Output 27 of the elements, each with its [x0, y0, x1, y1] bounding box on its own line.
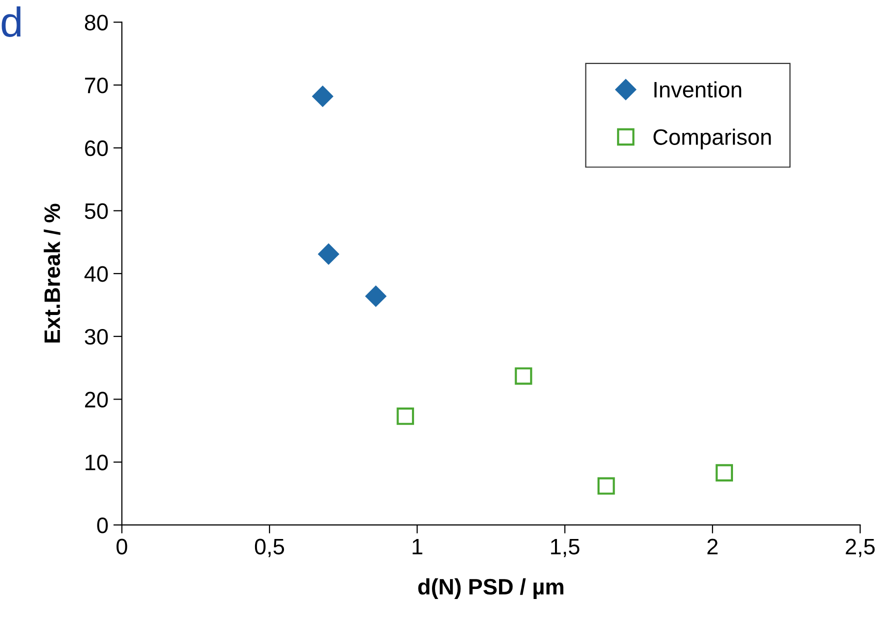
y-tick-label: 20 — [85, 392, 108, 408]
y-tick-label: 80 — [84, 14, 108, 30]
x-axis-title: d(N) PSD / µm — [418, 578, 564, 600]
point — [396, 408, 414, 425]
y-tick-label: 70 — [85, 78, 108, 94]
point — [318, 244, 340, 265]
y-tick-label: 30 — [84, 328, 108, 345]
x-tick-label: 1,5 — [551, 538, 580, 558]
x-tick-label: 2 — [707, 538, 718, 554]
y-axis-title: Ext.Break / % — [44, 204, 60, 342]
point — [312, 86, 334, 107]
text: d — [2, 6, 20, 37]
y-tick-label: 60 — [85, 140, 108, 156]
point — [598, 477, 615, 495]
x-tick-label: 0 — [116, 538, 128, 554]
y-tick-label: 0 — [97, 517, 108, 534]
point — [514, 367, 532, 385]
x-tick-label: 0,5 — [254, 538, 284, 558]
legend-label: Invention — [654, 81, 742, 98]
y-tick-label: 10 — [86, 454, 108, 470]
y-tick-label: 50 — [84, 203, 108, 219]
x-tick-label: 1 — [412, 538, 422, 554]
point — [716, 464, 733, 482]
legend-label: Comparison — [654, 128, 771, 150]
y-tick-label: 40 — [84, 266, 108, 282]
point — [365, 286, 386, 307]
x-tick-label: 2,5 — [846, 538, 875, 558]
